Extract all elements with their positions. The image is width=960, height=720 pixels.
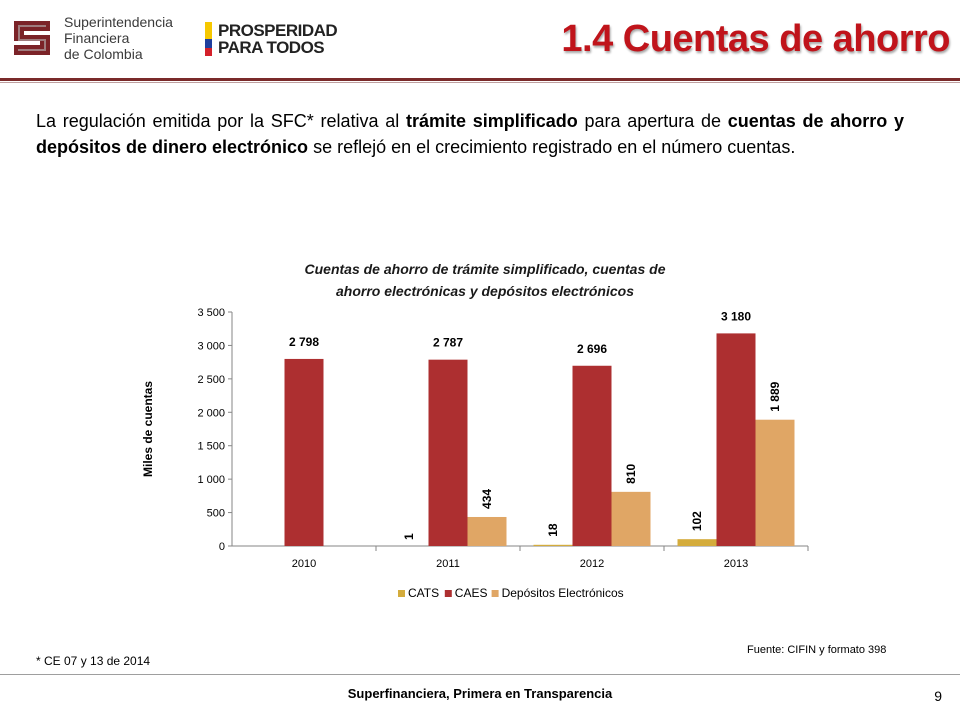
slide-title: 1.4 Cuentas de ahorro	[561, 18, 950, 60]
y-tick-label: 3 500	[197, 307, 225, 319]
footer-slogan: Superfinanciera, Primera en Transparenci…	[347, 686, 613, 701]
legend-swatch	[398, 590, 405, 597]
y-tick-label: 3 000	[197, 340, 225, 352]
y-tick-label: 1 000	[197, 474, 225, 486]
legend-label: CATS	[408, 586, 439, 600]
bar	[611, 491, 651, 546]
x-tick-label: 2013	[724, 558, 748, 570]
y-axis-title: Miles de cuentas	[141, 381, 155, 477]
legend-label: CAES	[455, 586, 488, 600]
x-tick-label: 2011	[436, 558, 460, 570]
y-tick-label: 0	[219, 541, 225, 553]
legend-label: Depósitos Electrónicos	[502, 586, 624, 600]
legend-swatch	[491, 590, 499, 597]
prosperidad-logo: PROSPERIDAD PARA TODOS	[205, 21, 338, 57]
page-number: 9	[934, 688, 942, 704]
bar	[572, 365, 612, 546]
sfc-logo-text: Superintendencia Financiera de Colombia	[64, 14, 173, 62]
bar	[428, 359, 468, 546]
x-tick-label: 2012	[580, 558, 604, 570]
data-label: 1	[402, 533, 416, 540]
prosperidad-logo-text: PROSPERIDAD PARA TODOS	[218, 21, 338, 57]
chart-title: Cuentas de ahorro de trámite simplificad…	[304, 261, 666, 299]
bar	[533, 544, 573, 546]
y-tick-label: 1 500	[197, 441, 225, 453]
x-tick-label: 2010	[292, 558, 316, 570]
y-tick-label: 2 000	[197, 407, 225, 419]
y-tick-label: 2 500	[197, 374, 225, 386]
data-label: 434	[480, 489, 494, 509]
footnote: * CE 07 y 13 de 2014	[36, 654, 151, 668]
bar	[284, 358, 324, 546]
intro-paragraph: La regulación emitida por la SFC* relati…	[36, 111, 904, 157]
data-label: 3 180	[721, 309, 751, 323]
colombia-flag-icon	[205, 22, 212, 56]
data-label: 18	[546, 523, 560, 537]
bar-chart: 0 500 1 000 1 500 2 000 2 500 3 000 3 500 Miles …	[141, 307, 809, 600]
data-label: 2 696	[577, 342, 607, 356]
header-divider-thin	[0, 82, 960, 83]
sfc-logo: Superintendencia Financiera de Colombia	[8, 10, 193, 66]
header-divider	[0, 78, 960, 81]
data-label: 810	[624, 463, 638, 483]
bar	[716, 333, 756, 546]
footer-divider	[0, 674, 960, 675]
sfc-emblem-icon	[8, 13, 56, 63]
bar	[677, 539, 717, 546]
data-label: 2 787	[433, 336, 463, 350]
data-label: 102	[690, 511, 704, 531]
data-label: 1 889	[768, 381, 782, 411]
source-note: Fuente: CIFIN y formato 398	[747, 644, 887, 656]
legend-swatch	[444, 590, 452, 597]
y-tick-label: 500	[207, 508, 225, 520]
bar	[755, 419, 795, 546]
bar	[467, 516, 507, 546]
data-label: 2 798	[289, 335, 319, 349]
